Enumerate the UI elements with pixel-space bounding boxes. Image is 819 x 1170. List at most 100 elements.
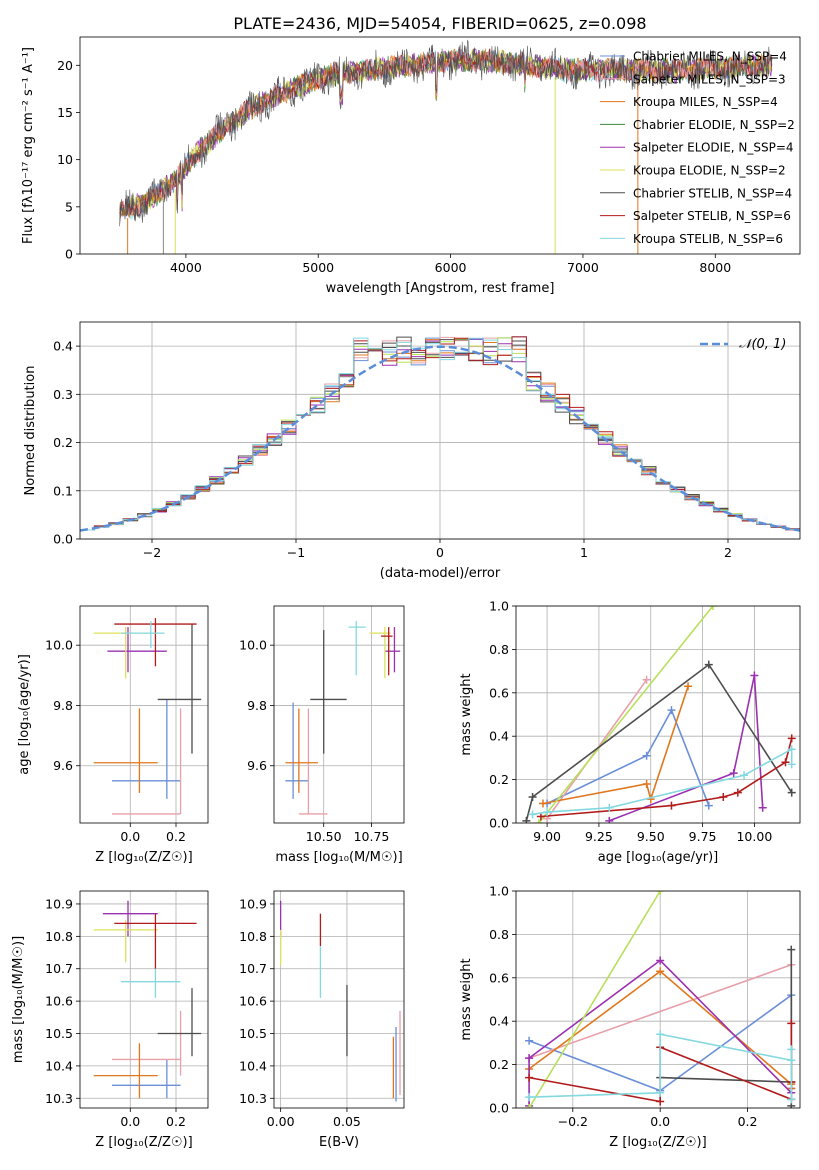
y-tick-label: 0.3 — [53, 387, 73, 402]
legend-entry: Kroupa STELIB, N_SSP=6 — [633, 232, 783, 246]
weight-marker — [667, 801, 676, 810]
metallicity-age-chart: 0.0 0.2 9.6 9.8 10.0 Z [log₁₀(Z/Z☉)] age [log₁… — [17, 605, 209, 865]
weight-marker — [522, 816, 531, 823]
weight-marker — [656, 1097, 665, 1106]
x-tick-label: 5000 — [302, 260, 334, 275]
x-tick-label: 9.75 — [689, 829, 717, 844]
x-tick-label: 1 — [580, 545, 588, 560]
x-tick-label: 0.2 — [166, 1114, 186, 1129]
x-axis-label: Z [log₁₀(Z/Z☉)] — [95, 1135, 192, 1150]
legend-entry: 𝒩(0, 1) — [739, 337, 786, 352]
weight-marker — [704, 801, 713, 810]
y-tick-label: 0.1 — [53, 483, 73, 498]
x-tick-label: 0.0 — [120, 829, 140, 844]
axes-frame — [515, 605, 801, 824]
plot-area — [119, 39, 773, 254]
weight-marker — [534, 819, 543, 823]
x-tick-label: 0.00 — [267, 1114, 295, 1129]
x-axis-label: wavelength [Angstrom, rest frame] — [326, 281, 555, 296]
y-tick-label: 9.8 — [53, 698, 73, 713]
histogram-series — [80, 341, 800, 531]
x-tick-label: 7000 — [567, 260, 599, 275]
y-tick-label: 0.2 — [489, 1057, 509, 1072]
x-tick-label: 10.50 — [306, 829, 342, 844]
x-tick-label: 0.0 — [120, 1114, 140, 1129]
weight-marker — [605, 816, 614, 823]
weight-marker — [642, 675, 651, 684]
weight-marker — [538, 799, 547, 808]
axes-frame — [79, 890, 209, 1109]
x-axis-label: (data-model)/error — [380, 566, 501, 581]
weight-marker — [656, 967, 665, 976]
weight-marker — [656, 1030, 665, 1039]
weight-marker — [781, 758, 790, 767]
weight-marker — [528, 792, 537, 801]
y-axis-label: mass weight — [459, 673, 474, 755]
weight-line — [528, 891, 661, 1108]
weight-marker — [729, 769, 738, 778]
x-tick-label: −0.2 — [558, 1114, 588, 1129]
weight-marker — [528, 810, 537, 819]
y-tick-label: 10.4 — [239, 1058, 267, 1073]
ebv-mass-chart: 0.00 0.05 10.3 10.4 10.5 10.6 10.7 10.8 10.9 E(B-… — [239, 890, 405, 1150]
weight-marker — [704, 660, 713, 669]
x-axis-label: mass [log₁₀(M/M☉)] — [275, 850, 402, 865]
x-tick-label: 0.05 — [333, 1114, 361, 1129]
y-tick-label: 10.0 — [239, 638, 267, 653]
y-tick-label: 10.9 — [239, 896, 267, 911]
metallicity-weight-chart: −0.2 0.0 0.2 0.0 0.2 0.4 0.6 0.8 1.0 Z [log₁₀(Z/Z… — [459, 884, 801, 1150]
histogram-series — [80, 337, 800, 531]
weight-marker — [719, 792, 728, 801]
y-tick-label: 0.6 — [489, 970, 509, 985]
page-title: PLATE=2436, MJD=54054, FIBERID=0625, z=0… — [233, 14, 646, 33]
y-tick-label: 9.6 — [247, 758, 267, 773]
y-tick-label: 10.5 — [45, 1026, 73, 1041]
weight-marker — [684, 682, 693, 691]
weight-marker — [642, 751, 651, 760]
weight-marker — [656, 891, 665, 895]
weight-marker — [787, 734, 796, 743]
x-tick-label: 0.0 — [650, 1114, 670, 1129]
weight-marker — [525, 1036, 534, 1045]
weight-marker — [750, 671, 759, 680]
mass-age-chart: 10.50 10.75 9.6 9.8 10.0 mass [log₁₀(M/M☉)] — [239, 605, 405, 865]
weight-marker — [525, 1093, 534, 1102]
y-tick-label: 0.0 — [489, 1101, 509, 1116]
y-tick-label: 0 — [65, 247, 73, 262]
plot-area — [285, 621, 401, 815]
weight-marker — [525, 1073, 534, 1082]
x-tick-label: 8000 — [699, 260, 731, 275]
plot-area — [522, 606, 796, 823]
y-axis-label: mass [log₁₀(M/M☉)] — [11, 936, 26, 1063]
axes-frame — [515, 890, 801, 1109]
x-tick-label: 10.00 — [736, 829, 772, 844]
x-tick-label: 4000 — [170, 260, 202, 275]
weight-marker — [656, 1088, 665, 1097]
y-tick-label: 0.8 — [489, 927, 509, 942]
weight-marker — [733, 788, 742, 797]
y-tick-label: 10.5 — [239, 1026, 267, 1041]
weight-marker — [525, 1104, 534, 1108]
age-weight-chart: 9.00 9.25 9.50 9.75 10.00 0.0 0.2 0.4 0.6 0.8 1.0 a… — [459, 599, 801, 865]
y-tick-label: 20 — [57, 58, 73, 73]
x-tick-label: −2 — [143, 545, 161, 560]
legend-entry: Chabrier STELIB, N_SSP=4 — [633, 186, 792, 200]
y-tick-label: 10.7 — [45, 961, 73, 976]
plot-area — [80, 336, 800, 532]
x-axis-label: age [log₁₀(age/yr)] — [598, 850, 719, 865]
y-tick-label: 10.0 — [45, 638, 73, 653]
y-tick-label: 10.4 — [45, 1058, 73, 1073]
x-tick-label: 10.75 — [354, 829, 390, 844]
weight-marker — [787, 1095, 796, 1104]
y-tick-label: 9.6 — [53, 758, 73, 773]
weight-line — [538, 606, 714, 823]
x-tick-label: 9.50 — [637, 829, 665, 844]
weight-marker — [525, 1054, 534, 1063]
x-tick-label: 2 — [724, 545, 732, 560]
weight-marker — [656, 956, 665, 965]
x-tick-label: 0.2 — [166, 829, 186, 844]
y-tick-label: 10.8 — [45, 929, 73, 944]
normal-curve — [80, 345, 800, 532]
weight-marker — [787, 760, 796, 769]
